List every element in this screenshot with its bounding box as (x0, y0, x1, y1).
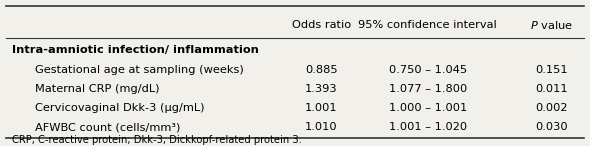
Text: 95% confidence interval: 95% confidence interval (358, 20, 497, 30)
Text: AFWBC count (cells/mm³): AFWBC count (cells/mm³) (35, 122, 181, 132)
Text: 1.000 – 1.001: 1.000 – 1.001 (389, 103, 467, 113)
Text: 0.002: 0.002 (535, 103, 568, 113)
Text: Intra-amniotic infection/ inflammation: Intra-amniotic infection/ inflammation (12, 45, 258, 55)
Text: 0.750 – 1.045: 0.750 – 1.045 (389, 65, 467, 75)
Text: 1.001: 1.001 (305, 103, 338, 113)
Text: $\it{P}$ value: $\it{P}$ value (530, 19, 573, 31)
Text: Cervicovaginal Dkk-3 (μg/mL): Cervicovaginal Dkk-3 (μg/mL) (35, 103, 205, 113)
Text: Odds ratio: Odds ratio (292, 20, 351, 30)
Text: 0.011: 0.011 (535, 84, 568, 94)
Text: 1.077 – 1.800: 1.077 – 1.800 (389, 84, 467, 94)
Text: CRP, C-reactive protein; Dkk-3, Dickkopf-related protein 3.: CRP, C-reactive protein; Dkk-3, Dickkopf… (12, 135, 301, 145)
Text: 0.030: 0.030 (535, 122, 568, 132)
Text: 0.885: 0.885 (305, 65, 338, 75)
Text: Gestational age at sampling (weeks): Gestational age at sampling (weeks) (35, 65, 244, 75)
Text: 1.001 – 1.020: 1.001 – 1.020 (389, 122, 467, 132)
Text: 1.010: 1.010 (305, 122, 338, 132)
Text: 1.393: 1.393 (305, 84, 338, 94)
Text: 0.151: 0.151 (535, 65, 568, 75)
Text: Maternal CRP (mg/dL): Maternal CRP (mg/dL) (35, 84, 160, 94)
